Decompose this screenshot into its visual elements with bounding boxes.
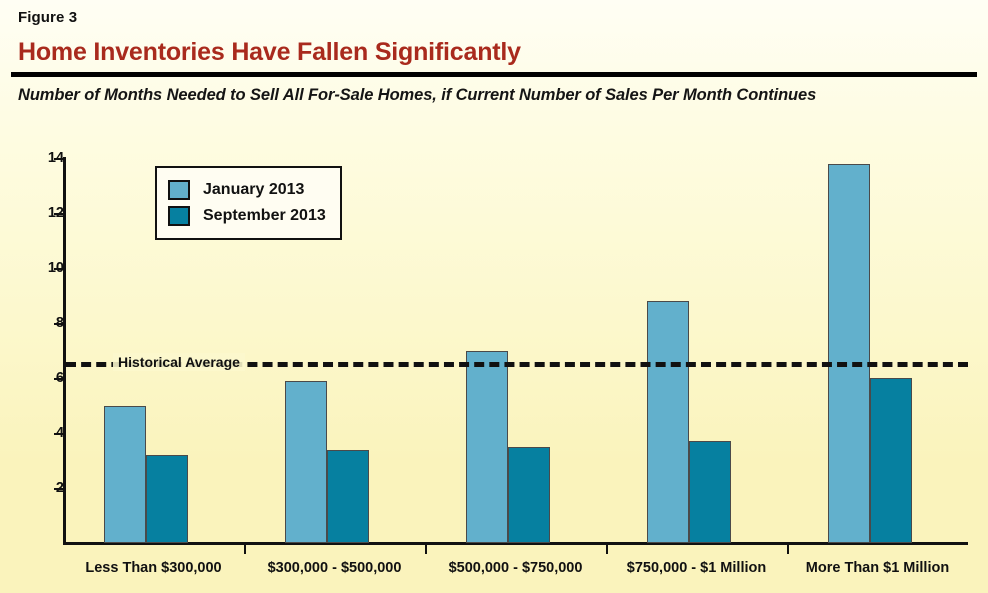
legend-item-label: January 2013 [203,181,305,198]
y-tick-label: 4 [55,425,64,441]
bar-january-2013 [465,350,508,543]
chart-subtitle: Number of Months Needed to Sell All For-… [18,86,817,104]
y-tick-label: 8 [55,315,64,331]
chart-legend: January 2013 September 2013 [155,166,342,240]
title-divider [11,72,977,77]
y-tick-mark [54,378,64,380]
x-tick-mark [244,545,246,554]
x-axis-category-label: $750,000 - $1 Million [626,560,767,576]
bar-january-2013 [827,163,870,543]
legend-item[interactable]: January 2013 [168,177,326,203]
x-tick-mark [606,545,608,554]
y-tick-mark [54,268,64,270]
y-tick-mark [54,158,64,160]
bar-september-2013 [326,449,369,543]
legend-item[interactable]: September 2013 [168,203,326,229]
x-axis [63,542,968,545]
y-tick-mark [54,213,64,215]
bar-january-2013 [103,405,146,543]
x-axis-category-label: Less Than $300,000 [85,560,222,576]
figure-label: Figure 3 [18,9,78,26]
historical-average-label: Historical Average [113,352,245,371]
x-axis-category-label: $500,000 - $750,000 [448,560,583,576]
x-tick-mark [425,545,427,554]
legend-item-label: September 2013 [203,207,326,224]
y-tick-label: 14 [47,150,64,166]
bar-january-2013 [646,301,689,543]
historical-average-line [66,361,968,367]
bar-september-2013 [507,446,550,543]
bar-september-2013 [688,441,731,543]
bar-january-2013 [284,380,327,543]
y-axis [63,157,66,545]
x-axis-category-label: More Than $1 Million [805,560,950,576]
x-axis-category-label: $300,000 - $500,000 [267,560,402,576]
x-tick-mark [787,545,789,554]
y-tick-mark [54,488,64,490]
bar-september-2013 [869,378,912,543]
bar-september-2013 [145,455,188,543]
y-tick-label: 6 [55,370,64,386]
y-tick-mark [54,433,64,435]
y-tick-label: 10 [47,260,64,276]
y-tick-mark [54,323,64,325]
y-tick-label: 2 [55,480,64,496]
y-tick-label: 12 [47,205,64,221]
legend-swatch-icon [168,206,190,226]
page-title: Home Inventories Have Fallen Significant… [18,38,521,66]
legend-swatch-icon [168,180,190,200]
